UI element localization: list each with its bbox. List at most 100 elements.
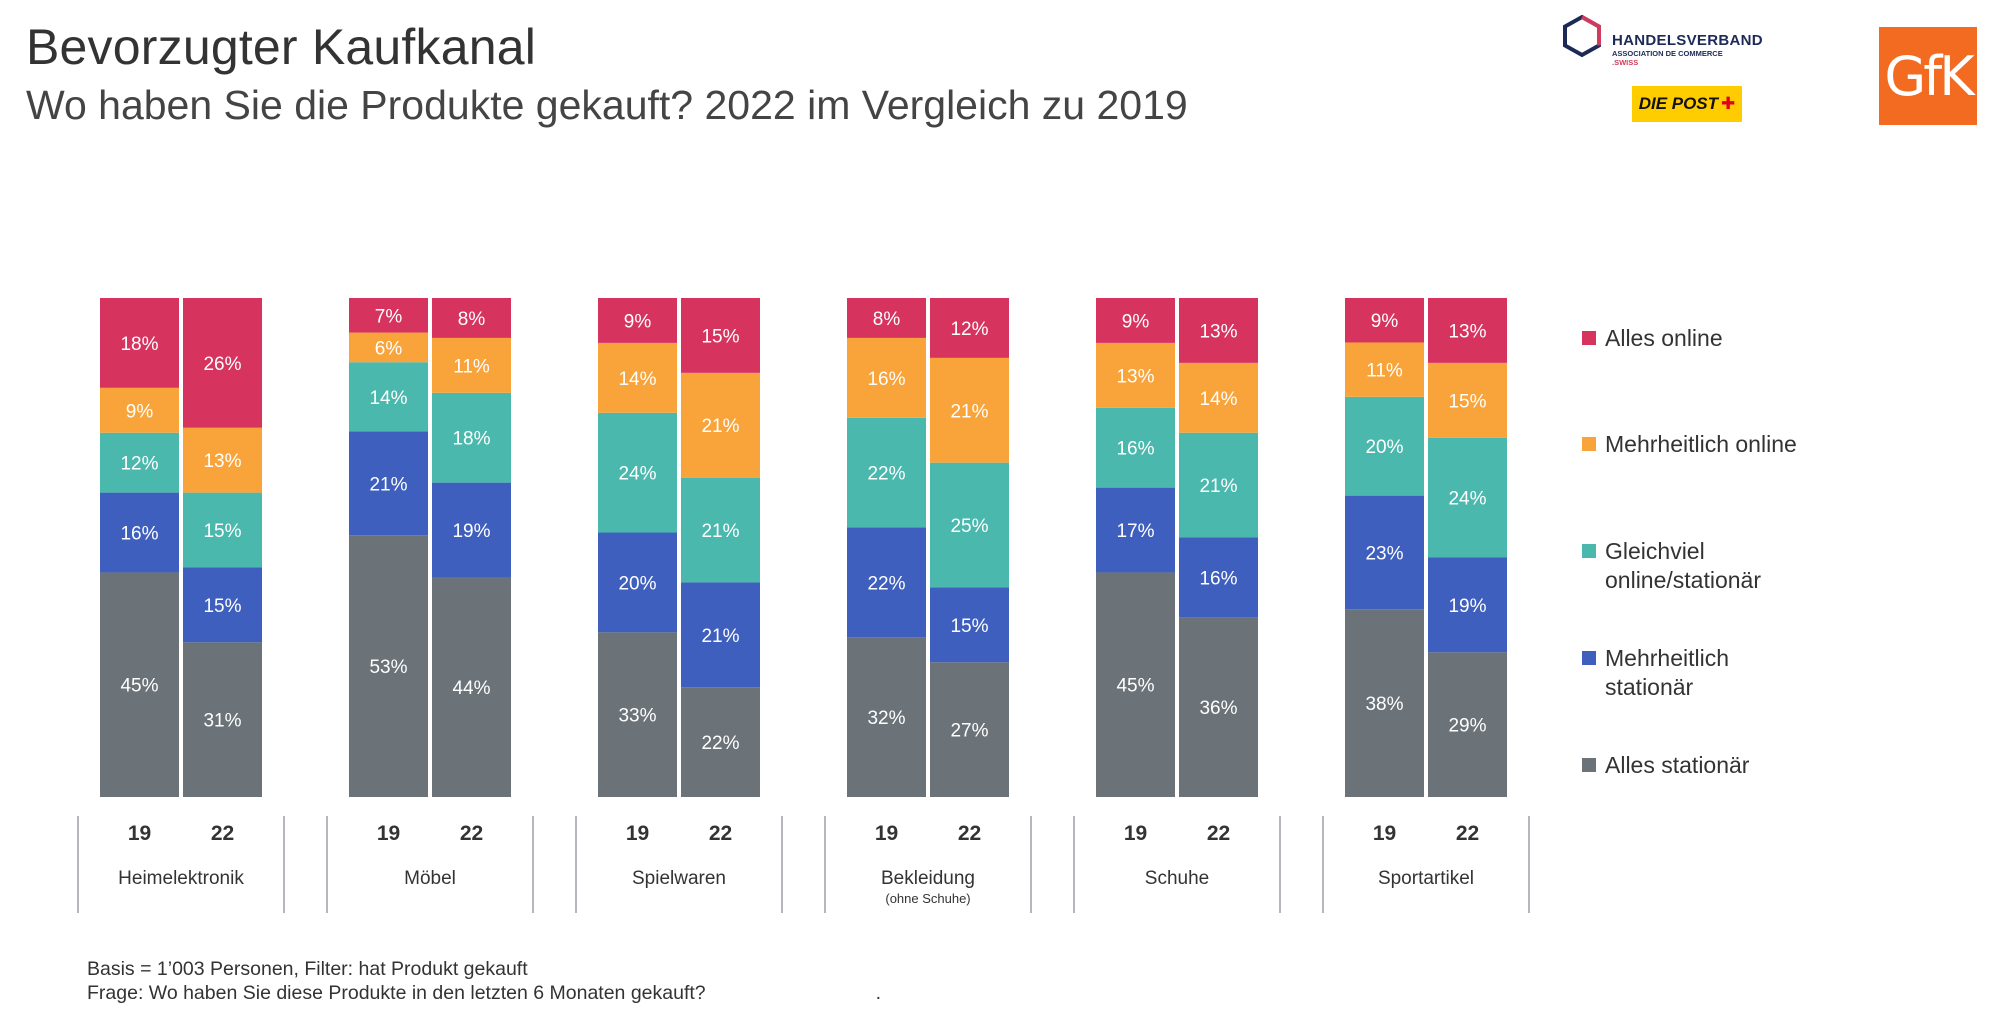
data-label-bekleidung-19: 22% — [867, 464, 905, 485]
category-label-spielwaren: Spielwaren — [632, 868, 726, 889]
bar-segment-bekleidung-22 — [930, 298, 1009, 358]
bar-segment-heimelektronik-22 — [183, 492, 262, 568]
data-label-heimelektronik-22: 26% — [203, 354, 241, 375]
data-label-sportartikel-19: 11% — [1366, 361, 1403, 382]
bar-segment-sportartikel-22 — [1428, 298, 1507, 363]
legend-swatch-alles-online — [1582, 331, 1596, 345]
handelsverband-sub: ASSOCIATION DE COMMERCE — [1612, 49, 1723, 58]
bar-segment-schuhe-22 — [1179, 362, 1258, 433]
bar-segment-m-bel-22 — [432, 482, 511, 578]
data-label-m-bel-19: 14% — [369, 388, 407, 409]
data-label-bekleidung-22: 21% — [950, 401, 988, 422]
legend-label-mehrheitlich-station-r: stationär — [1605, 674, 1694, 700]
legend-swatch-mehrheitlich-station-r — [1582, 651, 1596, 665]
data-label-m-bel-22: 18% — [452, 429, 490, 450]
data-label-schuhe-22: 21% — [1199, 476, 1237, 497]
data-label-heimelektronik-19: 18% — [120, 334, 158, 355]
logos-area: HANDELSVERBAND ASSOCIATION DE COMMERCE .… — [1560, 0, 2000, 140]
bar-segment-schuhe-19 — [1096, 407, 1175, 488]
page-title: Bevorzugter Kaufkanal — [26, 19, 537, 75]
hexagon-icon — [1563, 14, 1601, 58]
legend-swatch-gleichviel-online-station-r — [1582, 544, 1596, 558]
data-label-m-bel-22: 11% — [453, 356, 490, 377]
year-tick-label: 22 — [211, 822, 234, 845]
footnote-basis: Basis = 1’003 Personen, Filter: hat Prod… — [87, 958, 528, 980]
bar-segment-heimelektronik-19 — [100, 387, 179, 433]
data-label-heimelektronik-19: 12% — [120, 454, 158, 475]
data-label-sportartikel-19: 38% — [1365, 694, 1403, 715]
data-label-schuhe-22: 13% — [1199, 321, 1237, 342]
data-label-spielwaren-19: 33% — [618, 706, 656, 727]
bar-segment-sportartikel-22 — [1428, 362, 1507, 438]
year-tick-label: 19 — [626, 822, 649, 845]
bar-segment-sportartikel-19 — [1345, 396, 1424, 496]
data-label-heimelektronik-19: 16% — [120, 524, 158, 545]
bar-segment-spielwaren-22 — [681, 372, 760, 478]
bar-segment-heimelektronik-19 — [100, 432, 179, 493]
data-label-bekleidung-22: 12% — [950, 319, 988, 340]
data-label-spielwaren-19: 9% — [624, 311, 652, 332]
year-tick-label: 19 — [377, 822, 400, 845]
data-label-heimelektronik-19: 45% — [120, 676, 158, 697]
data-label-heimelektronik-19: 9% — [126, 401, 154, 422]
bar-segment-schuhe-22 — [1179, 298, 1258, 363]
data-label-m-bel-19: 7% — [375, 306, 403, 327]
data-label-schuhe-19: 45% — [1116, 676, 1154, 697]
data-label-sportartikel-22: 29% — [1448, 716, 1486, 737]
year-tick-label: 22 — [958, 822, 981, 845]
year-tick-label: 19 — [128, 822, 151, 845]
bar-segment-heimelektronik-22 — [183, 427, 262, 493]
bar-segment-m-bel-22 — [432, 577, 511, 797]
data-label-sportartikel-22: 15% — [1448, 391, 1486, 412]
data-label-spielwaren-19: 20% — [618, 573, 656, 594]
legend-swatch-mehrheitlich-online — [1582, 437, 1596, 451]
footnote-question: Frage: Wo haben Sie diese Produkte in de… — [87, 982, 706, 1004]
bar-segment-sportartikel-19 — [1345, 298, 1424, 343]
data-label-sportartikel-19: 23% — [1365, 543, 1403, 564]
bar-segment-m-bel-19 — [349, 431, 428, 536]
data-label-heimelektronik-22: 15% — [203, 521, 241, 542]
legend-label-alles-station-r: Alles stationär — [1605, 752, 1750, 778]
year-tick-label: 22 — [460, 822, 483, 845]
bar-segment-heimelektronik-22 — [183, 567, 262, 643]
bar-segment-spielwaren-19 — [598, 632, 677, 797]
bar-segment-bekleidung-19 — [847, 298, 926, 338]
bar-segment-schuhe-22 — [1179, 537, 1258, 618]
year-tick-label: 19 — [1124, 822, 1147, 845]
data-label-schuhe-19: 17% — [1116, 521, 1154, 542]
bar-segment-heimelektronik-19 — [100, 572, 179, 797]
year-tick-label: 22 — [709, 822, 732, 845]
data-label-bekleidung-19: 16% — [867, 369, 905, 390]
bar-segment-spielwaren-22 — [681, 477, 760, 583]
data-label-m-bel-19: 53% — [369, 657, 407, 678]
data-label-m-bel-19: 6% — [375, 338, 403, 359]
data-label-bekleidung-22: 25% — [950, 516, 988, 537]
bar-segment-m-bel-22 — [432, 392, 511, 483]
bar-segment-spielwaren-19 — [598, 342, 677, 413]
category-label-heimelektronik: Heimelektronik — [118, 868, 244, 889]
data-label-heimelektronik-22: 13% — [203, 451, 241, 472]
category-label-schuhe: Schuhe — [1145, 868, 1209, 889]
legend-label-alles-online: Alles online — [1605, 325, 1723, 351]
bar-segment-schuhe-19 — [1096, 342, 1175, 408]
bar-segment-sportartikel-22 — [1428, 557, 1507, 653]
data-label-bekleidung-22: 27% — [950, 721, 988, 742]
data-label-spielwaren-22: 22% — [701, 733, 739, 754]
handelsverband-logo: HANDELSVERBAND ASSOCIATION DE COMMERCE .… — [1560, 14, 1763, 67]
data-label-m-bel-22: 44% — [452, 678, 490, 699]
bar-segment-spielwaren-19 — [598, 412, 677, 533]
data-label-spielwaren-22: 21% — [701, 416, 739, 437]
bar-segment-m-bel-22 — [432, 298, 511, 338]
data-label-bekleidung-19: 32% — [867, 708, 905, 729]
bar-segment-schuhe-19 — [1096, 487, 1175, 573]
year-tick-label: 22 — [1456, 822, 1479, 845]
data-label-schuhe-19: 16% — [1116, 439, 1154, 460]
bar-segment-schuhe-19 — [1096, 298, 1175, 343]
category-label-m-bel: Möbel — [404, 868, 456, 889]
bar-segment-bekleidung-19 — [847, 337, 926, 418]
page-subtitle: Wo haben Sie die Produkte gekauft? 2022 … — [26, 82, 1188, 128]
data-label-m-bel-19: 21% — [369, 474, 407, 495]
legend-label-gleichviel-online-station-r: online/stationär — [1605, 567, 1761, 593]
data-label-sportartikel-22: 13% — [1448, 321, 1486, 342]
bar-segment-spielwaren-22 — [681, 298, 760, 373]
